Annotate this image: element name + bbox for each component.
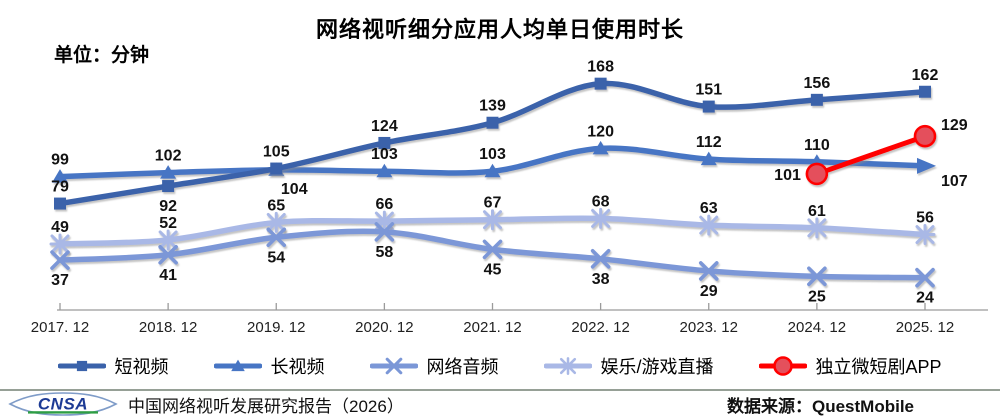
data-label: 49 <box>51 219 69 236</box>
data-label: 103 <box>479 146 506 163</box>
legend-label: 短视频 <box>114 357 169 377</box>
cnsa-logo: CNSA <box>8 392 118 416</box>
data-label: 25 <box>808 288 826 305</box>
series-0-square <box>54 77 931 210</box>
legend: 短视频 长视频 网络音频 娱乐/游戏直播 独立微短剧APP <box>0 353 1000 379</box>
footer: CNSA 中国网络视听发展研究报告（2026） 数据来源：QuestMobile <box>0 389 1000 417</box>
lens-shape <box>8 392 118 416</box>
legend-item-live-streaming: 娱乐/游戏直播 <box>544 353 713 379</box>
data-label: 156 <box>804 75 831 92</box>
data-label: 38 <box>592 271 610 288</box>
data-label: 110 <box>804 137 830 154</box>
data-label: 61 <box>808 203 826 220</box>
series-0-labels: 79 92 105 124 139 168 151 156 162 <box>51 59 938 215</box>
x-marker-icon <box>370 357 419 375</box>
data-label: 58 <box>375 244 393 261</box>
unit-label: 单位：分钟 <box>54 45 150 66</box>
plot-area: 2017. 12 2018. 12 2019. 12 2020. 12 2021. 12… <box>31 59 988 336</box>
data-label: 162 <box>912 67 939 84</box>
data-label: 56 <box>916 210 934 227</box>
logo-green-underline <box>28 411 98 414</box>
data-label: 151 <box>695 82 722 99</box>
data-label: 67 <box>484 195 502 212</box>
data-label: 105 <box>263 144 290 161</box>
legend-item-micro-drama-app: 独立微短剧APP <box>759 353 942 379</box>
data-label: 104 <box>281 181 308 198</box>
data-label: 63 <box>700 200 718 217</box>
x-tick-label: 2024. 12 <box>788 319 846 336</box>
data-label: 92 <box>159 198 177 215</box>
data-label: 66 <box>375 196 393 213</box>
circle-marker-icon <box>759 356 808 376</box>
data-label: 29 <box>700 283 718 300</box>
data-label: 24 <box>916 290 934 307</box>
legend-item-short-video: 短视频 <box>58 353 168 379</box>
data-label: 45 <box>484 261 502 278</box>
x-tick-label: 2018. 12 <box>139 319 197 336</box>
series-2-labels: 37 41 54 58 45 38 29 25 24 <box>51 244 934 307</box>
data-label: 103 <box>371 146 398 163</box>
series-3-asterisk <box>49 207 936 255</box>
asterisk-marker-icon <box>544 357 593 375</box>
triangle-marker-icon <box>214 359 263 372</box>
x-tick-label: 2019. 12 <box>247 319 305 336</box>
data-source-label: 数据来源：QuestMobile <box>726 396 914 416</box>
data-label: 99 <box>51 152 69 169</box>
legend-label: 网络音频 <box>426 357 499 377</box>
data-label: 52 <box>159 215 177 232</box>
legend-label: 长视频 <box>270 357 325 377</box>
series-2-x <box>50 222 935 288</box>
data-label: 41 <box>159 267 177 284</box>
series-4-circle <box>805 124 937 186</box>
footer-left: CNSA 中国网络视听发展研究报告（2026） <box>8 392 404 417</box>
series-1-triangle <box>52 140 936 183</box>
data-label: 54 <box>267 249 285 266</box>
data-label: 102 <box>155 148 182 165</box>
x-tick-label: 2022. 12 <box>571 319 629 336</box>
data-label: 37 <box>51 272 69 289</box>
x-tick-label: 2020. 12 <box>355 319 413 336</box>
legend-item-online-audio: 网络音频 <box>370 353 498 379</box>
logo-text: CNSA <box>38 395 88 414</box>
x-tick-label: 2021. 12 <box>463 319 521 336</box>
legend-label: 独立微短剧APP <box>815 357 942 377</box>
square-marker-icon <box>58 360 107 372</box>
chart-title: 网络视听细分应用人均单日使用时长 <box>315 17 684 42</box>
data-label: 112 <box>696 134 722 151</box>
chart-canvas: 2017. 12 2018. 12 2019. 12 2020. 12 2021. 12… <box>31 59 988 336</box>
series-4-labels: 101 129 <box>774 117 968 184</box>
series-1-labels: 99 102 104 103 103 120 112 110 107 <box>51 123 968 198</box>
data-label: 107 <box>941 173 968 190</box>
x-tick-label: 2023. 12 <box>680 319 738 336</box>
data-label: 68 <box>592 193 610 210</box>
legend-item-long-video: 长视频 <box>214 353 324 379</box>
report-label: 中国网络视听发展研究报告（2026） <box>128 396 404 416</box>
legend-label: 娱乐/游戏直播 <box>600 357 714 377</box>
data-label: 139 <box>479 98 506 115</box>
data-label: 79 <box>51 179 69 196</box>
series-3-labels: 49 52 65 66 67 68 63 61 56 <box>51 193 934 236</box>
x-axis: 2017. 12 2018. 12 2019. 12 2020. 12 2021. 12… <box>31 303 988 336</box>
x-tick-label: 2025. 12 <box>896 319 954 336</box>
data-label: 124 <box>371 118 398 135</box>
data-label: 168 <box>587 59 614 76</box>
data-label: 129 <box>941 117 968 134</box>
data-label: 65 <box>267 197 285 214</box>
data-label: 120 <box>587 123 614 140</box>
data-label: 101 <box>774 167 801 184</box>
x-tick-label: 2017. 12 <box>31 319 89 336</box>
